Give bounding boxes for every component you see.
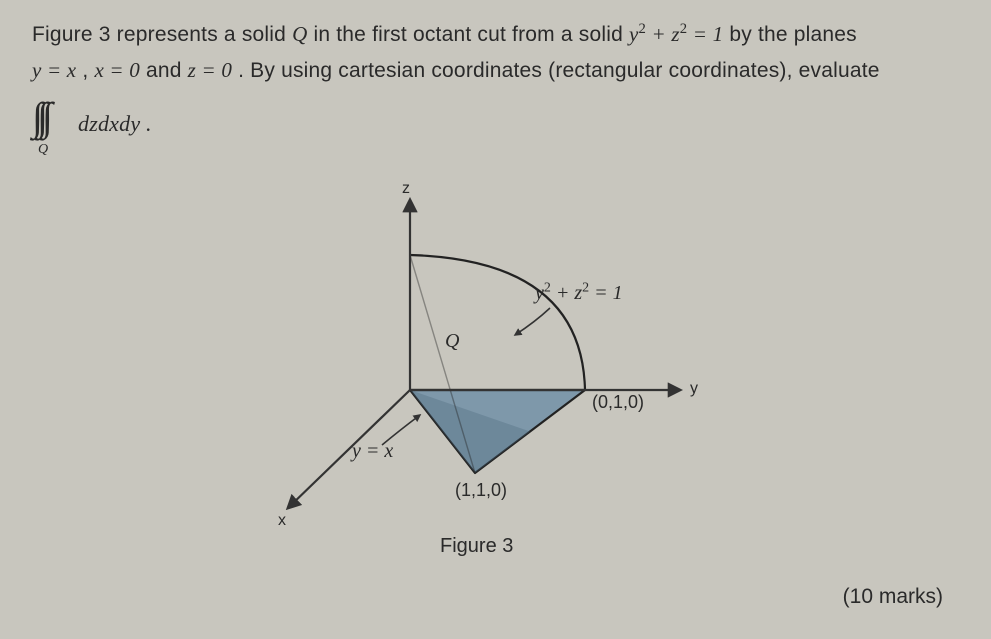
integrand: dzdxdy — [78, 111, 140, 136]
eqn-z0: z = 0 — [188, 58, 232, 82]
curve-eqn-label: y2 + z2 = 1 — [535, 280, 623, 305]
marks-label: (10 marks) — [843, 585, 943, 609]
eqn-x0: x = 0 — [94, 58, 140, 82]
text: , — [82, 59, 94, 82]
integral-signs: ∫∫∫ Q — [32, 93, 76, 157]
text: by the planes — [729, 23, 857, 46]
text: in the first octant cut from a solid — [313, 23, 629, 46]
point-010: (0,1,0) — [592, 392, 644, 413]
axis-y-label: y — [690, 380, 698, 398]
triple-integral: ∫∫∫ Q dzdxdy . — [32, 93, 959, 157]
text: . By using cartesian coordinates (rectan… — [238, 59, 880, 82]
axis-z-label: z — [402, 180, 410, 198]
problem-text: Figure 3 represents a solid Q in the fir… — [32, 18, 959, 157]
var-Q: Q — [292, 22, 307, 46]
eqn-plane-yx: y = x — [32, 58, 76, 82]
figure-3: z y x Q y2 + z2 = 1 y = x (0,1,0) (1,1,0… — [260, 190, 740, 570]
text: Figure 3 represents a solid — [32, 23, 292, 46]
text: and — [146, 59, 188, 82]
period: . — [140, 111, 151, 136]
point-110: (1,1,0) — [455, 480, 507, 501]
plane-eqn-label: y = x — [352, 440, 393, 463]
axis-x-label: x — [278, 512, 286, 530]
figure-caption: Figure 3 — [440, 535, 513, 558]
eqn-cylinder: y2 + z2 = 1 — [629, 22, 723, 46]
integral-region: Q — [38, 139, 48, 161]
region-Q-label: Q — [445, 330, 459, 353]
